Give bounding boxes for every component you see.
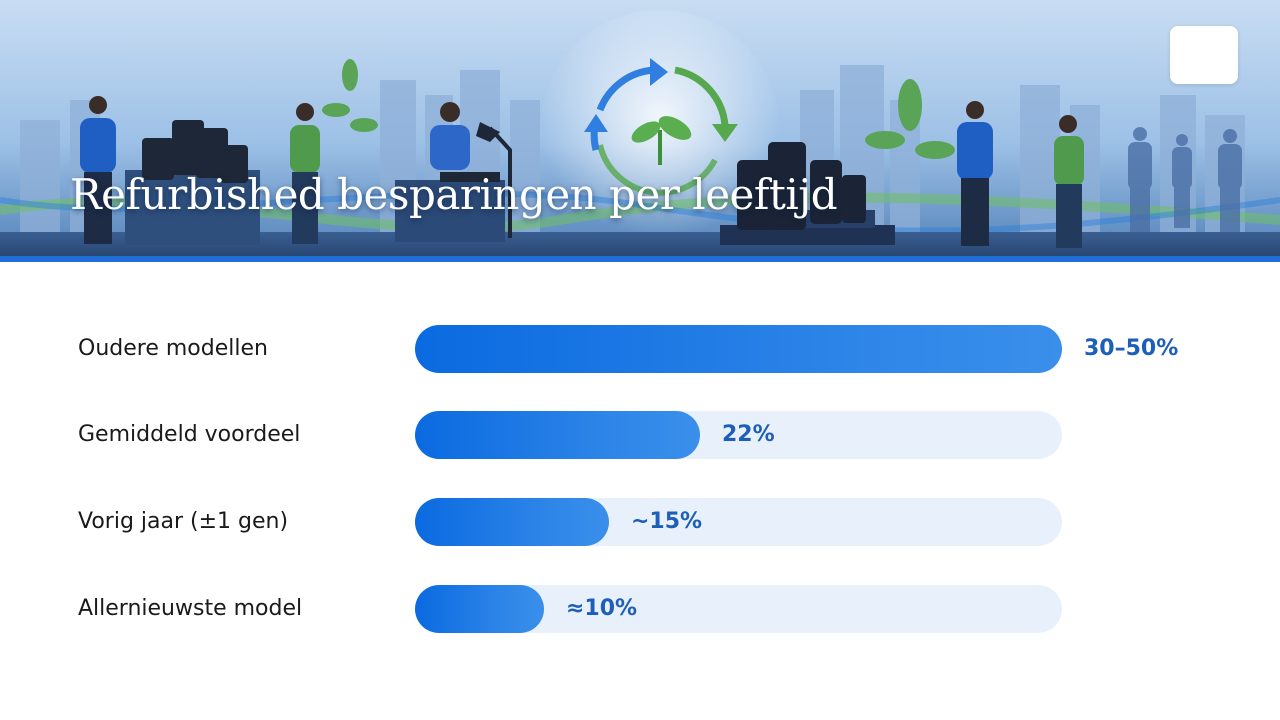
value-label-1: 22% xyxy=(722,422,775,447)
category-label-2: Vorig jaar (±1 gen) xyxy=(78,509,289,534)
savings-bar-chart: Oudere modellen 30–50% Gemiddeld voordee… xyxy=(0,262,1280,720)
bar-track-0 xyxy=(415,325,1062,373)
bar-row-1: Gemiddeld voordeel 22% xyxy=(0,411,1280,459)
value-label-0: 30–50% xyxy=(1084,336,1179,361)
page-title: Refurbished besparingen per leeftijd xyxy=(70,170,838,219)
value-label-3: ≈10% xyxy=(566,596,638,621)
value-label-2: ~15% xyxy=(631,509,703,534)
bar-row-2: Vorig jaar (±1 gen) ~15% xyxy=(0,498,1280,546)
bar-fill-2 xyxy=(415,498,609,546)
category-label-3: Allernieuwste model xyxy=(78,596,303,621)
bar-track-2 xyxy=(415,498,1062,546)
category-label-0: Oudere modellen xyxy=(78,336,268,361)
category-label-1: Gemiddeld voordeel xyxy=(78,422,301,447)
bar-row-3: Allernieuwste model ≈10% xyxy=(0,585,1280,633)
header-banner: Refurbished besparingen per leeftijd xyxy=(0,0,1280,262)
bar-fill-0 xyxy=(415,325,1062,373)
bar-fill-1 xyxy=(415,411,700,459)
bar-fill-3 xyxy=(415,585,544,633)
globe-logo-icon xyxy=(1170,26,1280,262)
bar-row-0: Oudere modellen 30–50% xyxy=(0,325,1280,373)
bar-track-3 xyxy=(415,585,1062,633)
header-divider xyxy=(0,256,1280,262)
bar-track-1 xyxy=(415,411,1062,459)
logo-badge[interactable] xyxy=(1170,26,1238,84)
refurbished-illustration xyxy=(0,0,1280,262)
